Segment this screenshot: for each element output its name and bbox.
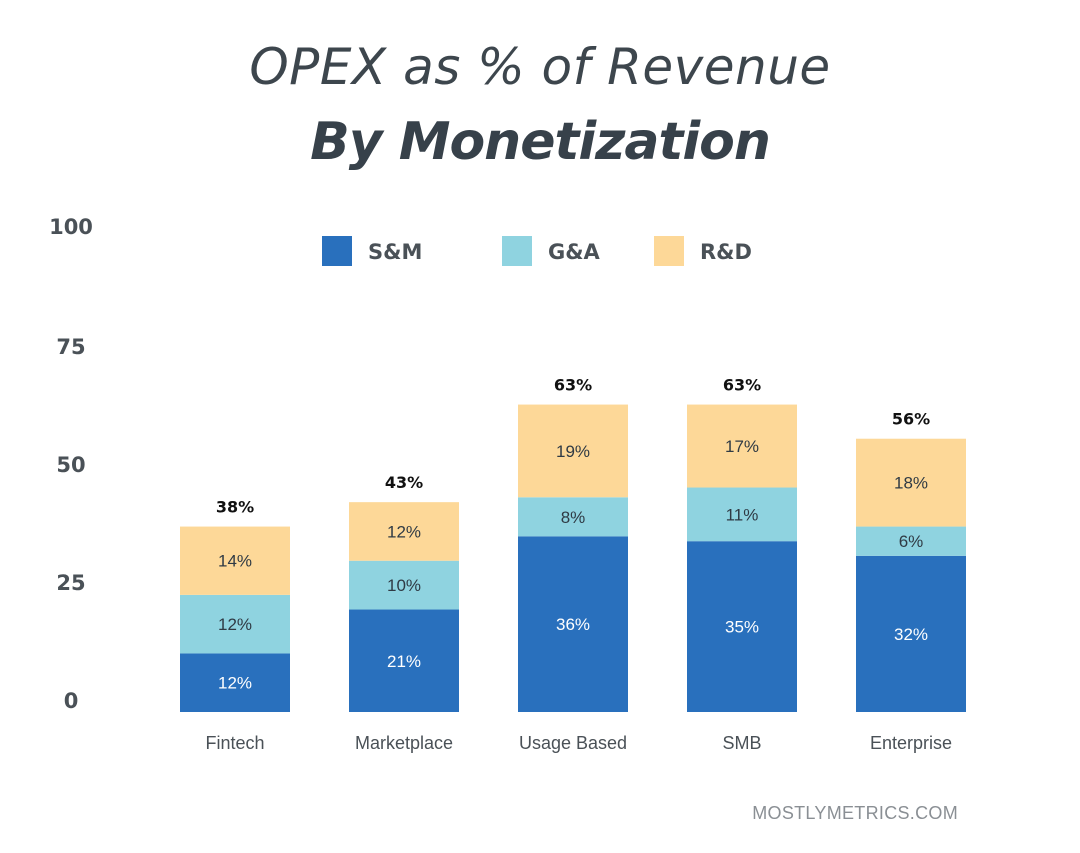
- y-tick-label: 100: [49, 215, 93, 239]
- chart-subtitle: By Monetization: [310, 112, 771, 172]
- bar-segment: [349, 502, 459, 561]
- total-label: 63%: [554, 376, 592, 395]
- bar-segment: [518, 404, 628, 498]
- legend-swatch-sm: [322, 236, 352, 266]
- data-label: 18%: [894, 474, 928, 493]
- bar-segment: [856, 438, 966, 527]
- legend-label: S&M: [368, 240, 422, 264]
- chart-title: OPEX as % of Revenue: [249, 38, 831, 96]
- data-label: 6%: [899, 532, 924, 551]
- x-tick-label: Usage Based: [519, 733, 627, 753]
- data-label: 17%: [725, 437, 759, 456]
- total-label: 43%: [385, 473, 423, 492]
- y-tick-label: 0: [64, 689, 79, 713]
- x-tick-label: Enterprise: [870, 733, 952, 753]
- bar-segment: [856, 555, 966, 712]
- bar-segment: [687, 541, 797, 712]
- bar-segment: [687, 404, 797, 488]
- bar-segment: [180, 526, 290, 595]
- y-tick-label: 75: [56, 335, 85, 359]
- data-label: 12%: [218, 615, 252, 634]
- x-tick-label: Marketplace: [355, 733, 453, 753]
- legend-swatch-rd: [654, 236, 684, 266]
- data-label: 35%: [725, 618, 759, 637]
- legend-label: R&D: [700, 240, 752, 264]
- data-label: 36%: [556, 615, 590, 634]
- data-label: 10%: [387, 576, 421, 595]
- bar-segment: [349, 560, 459, 610]
- bar-segment: [349, 609, 459, 712]
- total-label: 38%: [216, 498, 254, 517]
- bar-segment: [518, 497, 628, 537]
- data-label: 21%: [387, 652, 421, 671]
- watermark: MOSTLYMETRICS.COM: [752, 803, 958, 823]
- bar-segment: [856, 526, 966, 556]
- bar-segment: [518, 536, 628, 712]
- legend-swatch-ga: [502, 236, 532, 266]
- data-label: 12%: [218, 674, 252, 693]
- data-label: 19%: [556, 442, 590, 461]
- bar-segment: [180, 653, 290, 712]
- y-tick-label: 50: [56, 453, 85, 477]
- data-label: 11%: [726, 505, 759, 524]
- y-tick-label: 25: [56, 571, 85, 595]
- data-label: 32%: [894, 625, 928, 644]
- x-tick-label: SMB: [722, 733, 761, 753]
- data-label: 8%: [561, 508, 586, 527]
- x-tick-label: Fintech: [205, 733, 264, 753]
- data-label: 12%: [387, 522, 421, 541]
- legend-label: G&A: [548, 240, 601, 264]
- total-label: 56%: [892, 410, 930, 429]
- total-label: 63%: [723, 376, 761, 395]
- bar-segment: [180, 594, 290, 654]
- bar-segment: [687, 487, 797, 542]
- data-label: 14%: [218, 552, 252, 571]
